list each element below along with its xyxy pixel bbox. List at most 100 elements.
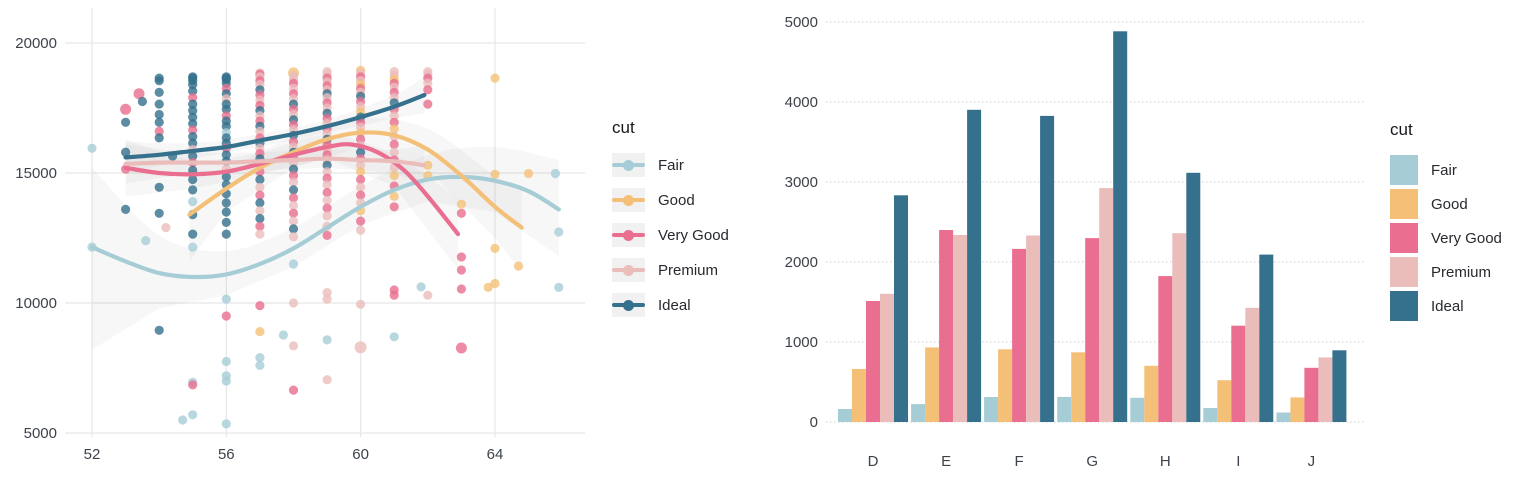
legend-label: Very Good xyxy=(1431,229,1502,247)
bar-G-fair xyxy=(1057,396,1072,422)
legend-item-ideal: Ideal xyxy=(1390,291,1502,321)
scatter-point xyxy=(154,99,164,109)
scatter-point xyxy=(188,125,198,135)
scatter-point xyxy=(356,147,366,157)
scatter-point xyxy=(188,174,198,185)
bar-legend-items: Fair Good Very Good Premium Ideal xyxy=(1390,155,1502,321)
scatter-point xyxy=(255,174,265,185)
scatter-legend-title: cut xyxy=(612,118,635,137)
scatter-point xyxy=(456,265,466,275)
scatter-point xyxy=(255,229,265,239)
scatter-point xyxy=(221,198,231,208)
scatter-point xyxy=(322,180,332,190)
scatter-point xyxy=(423,160,433,170)
bar-H-fair xyxy=(1130,397,1145,422)
legend-item-premium: Premium xyxy=(1390,257,1502,287)
y-tick-label: 4000 xyxy=(785,94,818,111)
bar-E-very-good xyxy=(939,230,954,422)
scatter-point xyxy=(423,85,433,95)
scatter-point xyxy=(255,360,265,370)
scatter-point xyxy=(288,177,299,187)
legend-point-glyph xyxy=(623,160,634,171)
scatter-point xyxy=(389,111,399,121)
bar-I-fair xyxy=(1203,408,1218,422)
bar-J-ideal xyxy=(1332,350,1347,422)
scatter-point xyxy=(356,190,366,200)
scatter-point xyxy=(137,96,147,107)
y-tick-label: 2000 xyxy=(785,254,818,271)
scatter-point xyxy=(188,197,198,207)
scatter-point xyxy=(322,173,332,183)
legend-swatch-ideal xyxy=(1390,291,1418,321)
scatter-point xyxy=(356,299,366,309)
x-tick-label: 64 xyxy=(487,446,504,463)
scatter-point xyxy=(456,252,466,262)
scatter-point xyxy=(221,419,231,429)
scatter-point xyxy=(221,294,231,304)
scatter-point xyxy=(255,190,265,200)
y-tick-label: 20000 xyxy=(15,35,57,52)
x-category-label: E xyxy=(941,453,951,470)
scatter-point xyxy=(490,169,500,179)
scatter-point xyxy=(188,86,198,96)
scatter-point xyxy=(221,207,231,217)
scatter-point xyxy=(322,288,332,298)
scatter-point xyxy=(356,182,366,192)
bar-I-premium xyxy=(1245,307,1260,422)
scatter-point xyxy=(288,298,299,308)
scatter-point xyxy=(288,385,299,395)
scatter-point xyxy=(288,164,299,174)
legend-label: Premium xyxy=(1431,263,1492,281)
scatter-point xyxy=(188,151,198,161)
legend-label: Good xyxy=(658,191,695,209)
scatter-point xyxy=(161,223,171,233)
scatter-point xyxy=(133,88,145,100)
scatter-point xyxy=(278,330,288,340)
bar-H-very-good xyxy=(1158,276,1173,422)
bar-I-good xyxy=(1217,380,1232,422)
scatter-point xyxy=(288,216,299,226)
scatter-point xyxy=(356,225,366,235)
smooth-line-ideal xyxy=(123,92,427,160)
bar-G-premium xyxy=(1099,188,1114,422)
scatter-point xyxy=(255,182,265,192)
scatter-chart: 52 56 60 64 5000 10000 15000 20000 xyxy=(15,8,585,463)
scatter-point xyxy=(154,126,164,136)
legend-label: Ideal xyxy=(658,296,691,314)
legend-swatch-very-good xyxy=(1390,223,1418,253)
scatter-point xyxy=(322,211,332,221)
bar-G-very-good xyxy=(1085,238,1100,422)
legend-item-very-good: Very Good xyxy=(1390,223,1502,253)
y-tick-label: 15000 xyxy=(15,165,57,182)
bar-F-very-good xyxy=(1012,248,1027,422)
scatter-point xyxy=(322,375,332,385)
smooth-line-good xyxy=(187,130,524,230)
scatter-point xyxy=(288,185,299,195)
scatter-point xyxy=(255,353,265,363)
bar-legend: cut Fair Good Very Good Premium Ideal xyxy=(1390,120,1502,325)
scatter-point xyxy=(356,134,366,144)
bar-J-premium xyxy=(1318,357,1333,422)
scatter-point xyxy=(322,294,332,304)
legend-item-ideal: Ideal xyxy=(612,293,729,317)
scatter-point xyxy=(288,208,299,218)
x-category-label: J xyxy=(1308,453,1316,470)
scatter-point xyxy=(255,327,265,337)
smooth-line-premium xyxy=(123,156,427,168)
confidence-ribbon-fair xyxy=(92,146,559,350)
scatter-point xyxy=(354,341,367,354)
bar-D-fair xyxy=(838,409,852,422)
scatter-point xyxy=(188,229,198,239)
bar-I-very-good xyxy=(1231,325,1246,422)
legend-swatch-premium xyxy=(1390,257,1418,287)
y-tick-label: 1000 xyxy=(785,334,818,351)
scatter-point xyxy=(141,236,151,246)
bar-H-good xyxy=(1144,365,1159,422)
legend-swatch-fair xyxy=(1390,155,1418,185)
scatter-point xyxy=(322,167,332,177)
scatter-point xyxy=(188,132,198,142)
scatter-point xyxy=(221,376,231,386)
bar-D-ideal xyxy=(894,195,908,422)
legend-label: Ideal xyxy=(1431,297,1464,315)
